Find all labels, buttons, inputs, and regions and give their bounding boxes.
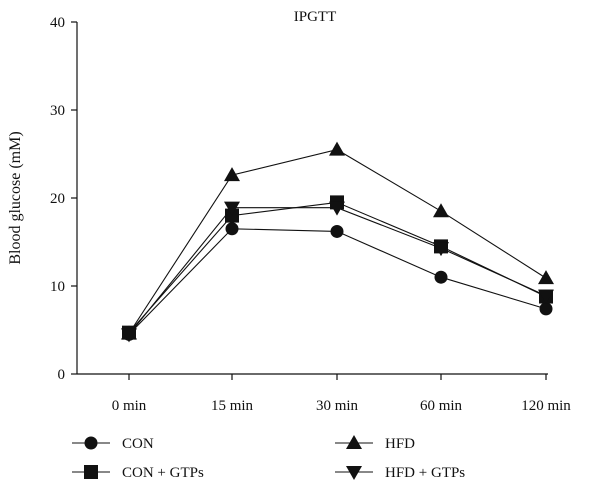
x-tick-label: 0 min	[112, 398, 147, 414]
legend-label: HFD + GTPs	[385, 465, 465, 481]
data-point	[329, 201, 345, 216]
series-con-gtps	[122, 195, 553, 340]
y-tick-label: 40	[50, 15, 65, 31]
data-point	[433, 242, 449, 257]
legend-item: HFD	[335, 435, 415, 452]
y-axis-ticks: 0 10 20 30 40	[50, 15, 77, 383]
x-tick-label: 60 min	[420, 398, 463, 414]
x-tick-label: 120 min	[521, 398, 571, 414]
data-point	[224, 201, 240, 216]
series-hfd	[121, 141, 554, 340]
series-hfd-gtps	[121, 201, 554, 343]
data-point	[539, 302, 553, 316]
data-point	[121, 328, 137, 343]
data-point	[329, 141, 345, 156]
legend-marker	[84, 436, 98, 450]
series-line	[128, 149, 547, 334]
legend-label: HFD	[385, 436, 415, 452]
y-tick-label: 20	[50, 191, 65, 207]
data-point	[224, 167, 240, 182]
legend-marker	[346, 466, 362, 480]
data-point	[225, 222, 239, 236]
legend-marker	[346, 435, 362, 449]
legend-label: CON + GTPs	[122, 465, 204, 481]
data-point	[330, 224, 344, 238]
legend-item: HFD + GTPs	[335, 465, 465, 481]
x-tick-label: 15 min	[211, 398, 254, 414]
series-layer	[121, 141, 554, 343]
data-point	[434, 270, 448, 284]
data-point	[433, 203, 449, 218]
x-tick-label: 30 min	[316, 398, 359, 414]
data-point	[538, 289, 554, 304]
series-con	[122, 222, 553, 341]
legend: CON HFD CON + GTPs HFD + GTPs	[72, 435, 465, 481]
y-tick-label: 0	[58, 367, 66, 383]
legend-marker	[84, 465, 98, 479]
legend-label: CON	[122, 436, 154, 452]
legend-item: CON	[72, 436, 154, 452]
chart-title: IPGTT	[294, 9, 337, 25]
y-tick-label: 10	[50, 279, 65, 295]
data-point	[538, 270, 554, 285]
series-line	[128, 228, 547, 335]
y-tick-label: 30	[50, 103, 65, 119]
x-axis-ticks: 0 min 15 min 30 min 60 min 120 min	[112, 374, 571, 414]
legend-item: CON + GTPs	[72, 465, 204, 481]
y-axis-title: Blood glucose (mM)	[7, 131, 24, 264]
